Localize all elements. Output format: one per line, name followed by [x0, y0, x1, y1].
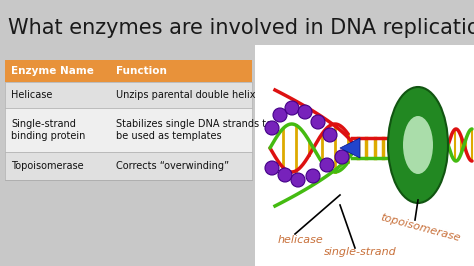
Ellipse shape	[403, 116, 433, 174]
Circle shape	[278, 168, 292, 182]
Circle shape	[306, 169, 320, 183]
Text: Unzips parental double helix: Unzips parental double helix	[116, 90, 255, 100]
Circle shape	[291, 173, 305, 187]
Text: topoisomerase: topoisomerase	[379, 213, 461, 243]
Circle shape	[320, 158, 334, 172]
Circle shape	[273, 108, 287, 122]
Bar	[5, 82, 252, 108]
Circle shape	[335, 150, 349, 164]
Text: helicase: helicase	[277, 235, 323, 245]
Text: Single-strand
binding protein: Single-strand binding protein	[11, 119, 85, 141]
Ellipse shape	[388, 87, 448, 203]
Text: single-strand: single-strand	[324, 247, 396, 257]
Bar	[255, 45, 474, 266]
Text: Stabilizes single DNA strands to
be used as templates: Stabilizes single DNA strands to be used…	[116, 119, 272, 141]
Polygon shape	[340, 138, 360, 158]
Text: Function: Function	[116, 66, 167, 76]
Bar	[5, 152, 252, 180]
Bar	[5, 108, 252, 152]
Text: 3': 3'	[473, 117, 474, 127]
Circle shape	[285, 101, 299, 115]
Text: Enzyme Name: Enzyme Name	[11, 66, 94, 76]
Text: 5': 5'	[473, 163, 474, 173]
Circle shape	[265, 161, 279, 175]
Circle shape	[265, 121, 279, 135]
Text: Helicase: Helicase	[11, 90, 52, 100]
Bar	[5, 60, 252, 82]
Circle shape	[298, 105, 312, 119]
Text: What enzymes are involved in DNA replication?: What enzymes are involved in DNA replica…	[8, 18, 474, 38]
Text: Corrects “overwinding”: Corrects “overwinding”	[116, 161, 229, 171]
Circle shape	[311, 115, 325, 129]
Text: Topoisomerase: Topoisomerase	[11, 161, 83, 171]
Circle shape	[323, 128, 337, 142]
